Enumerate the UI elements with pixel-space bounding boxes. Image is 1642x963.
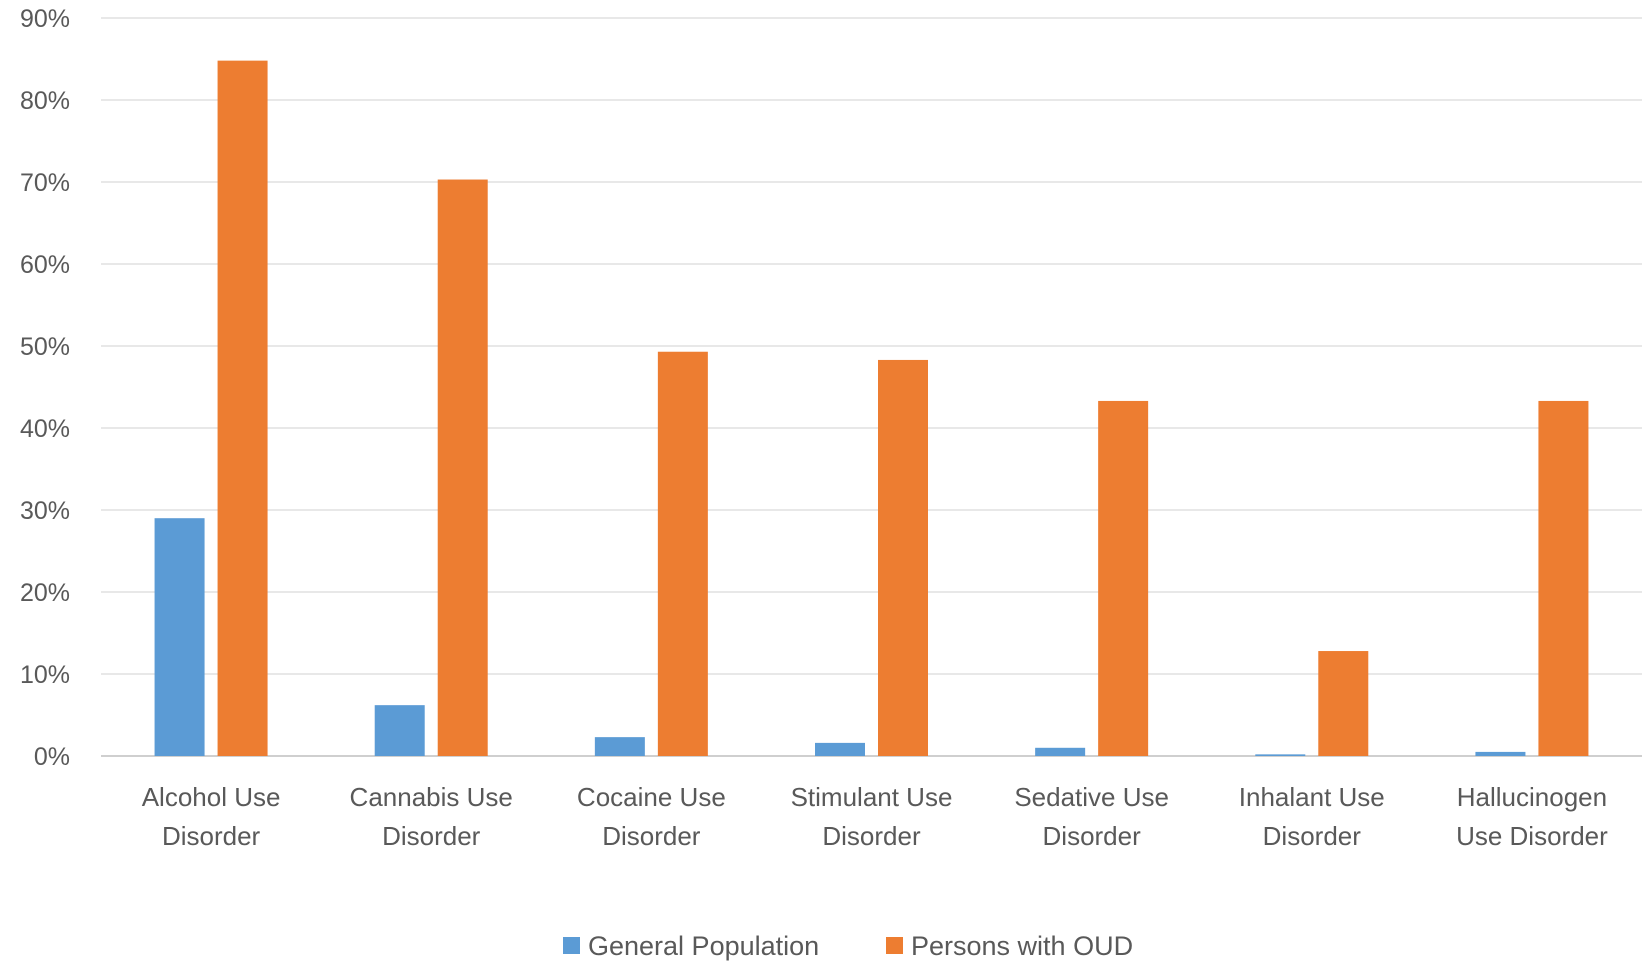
bar-general-population	[1475, 751, 1526, 756]
x-category-label: Stimulant Use	[791, 782, 953, 812]
bar-persons-with-oud	[657, 351, 708, 756]
x-category-label: Disorder	[1263, 821, 1362, 851]
x-category-label: Sedative Use	[1014, 782, 1169, 812]
x-category-label: Disorder	[1043, 821, 1142, 851]
y-axis: 0% 10% 20% 30% 40% 50% 60% 70% 80% 90%	[20, 5, 70, 771]
x-category-label: Inhalant Use	[1239, 782, 1385, 812]
x-category-label: Alcohol Use	[142, 782, 281, 812]
bar-persons-with-oud	[1538, 400, 1589, 756]
y-tick-label: 70%	[20, 169, 70, 197]
legend-label: Persons with OUD	[911, 931, 1133, 961]
bar-general-population	[374, 705, 425, 756]
bar-persons-with-oud	[1098, 400, 1149, 756]
x-category-label: Hallucinogen	[1457, 782, 1607, 812]
legend-swatch	[563, 937, 580, 954]
bar-persons-with-oud	[1318, 651, 1369, 756]
bar-persons-with-oud	[217, 60, 268, 756]
bar-general-population	[594, 737, 645, 756]
bar-general-population	[815, 742, 865, 756]
x-category-label: Disorder	[822, 821, 921, 851]
bar-general-population	[1255, 754, 1306, 756]
y-tick-label: 40%	[20, 415, 70, 443]
legend-label: General Population	[588, 931, 819, 961]
bar-general-population	[1035, 747, 1086, 756]
x-category-label: Disorder	[162, 821, 261, 851]
y-tick-label: 50%	[20, 333, 70, 361]
y-tick-label: 90%	[20, 5, 70, 33]
x-category-label: Disorder	[382, 821, 481, 851]
y-tick-label: 20%	[20, 579, 70, 607]
x-axis: Alcohol Use Disorder Cannabis Use Disorder C…	[142, 782, 1608, 851]
x-category-label: Use Disorder	[1456, 821, 1608, 851]
y-tick-label: 0%	[34, 743, 70, 771]
x-category-label: Cannabis Use	[350, 782, 513, 812]
bars	[154, 60, 1589, 757]
x-category-label: Disorder	[602, 821, 701, 851]
y-tick-label: 80%	[20, 87, 70, 115]
y-tick-label: 60%	[20, 251, 70, 279]
y-tick-label: 30%	[20, 497, 70, 525]
legend-swatch	[886, 937, 903, 954]
gridlines	[101, 17, 1642, 757]
x-category-label: Cocaine Use	[577, 782, 726, 812]
bar-persons-with-oud	[878, 359, 928, 756]
legend: General Population Persons with OUD	[563, 931, 1133, 961]
bar-persons-with-oud	[437, 179, 488, 757]
y-tick-label: 10%	[20, 661, 70, 689]
bar-general-population	[154, 518, 205, 756]
